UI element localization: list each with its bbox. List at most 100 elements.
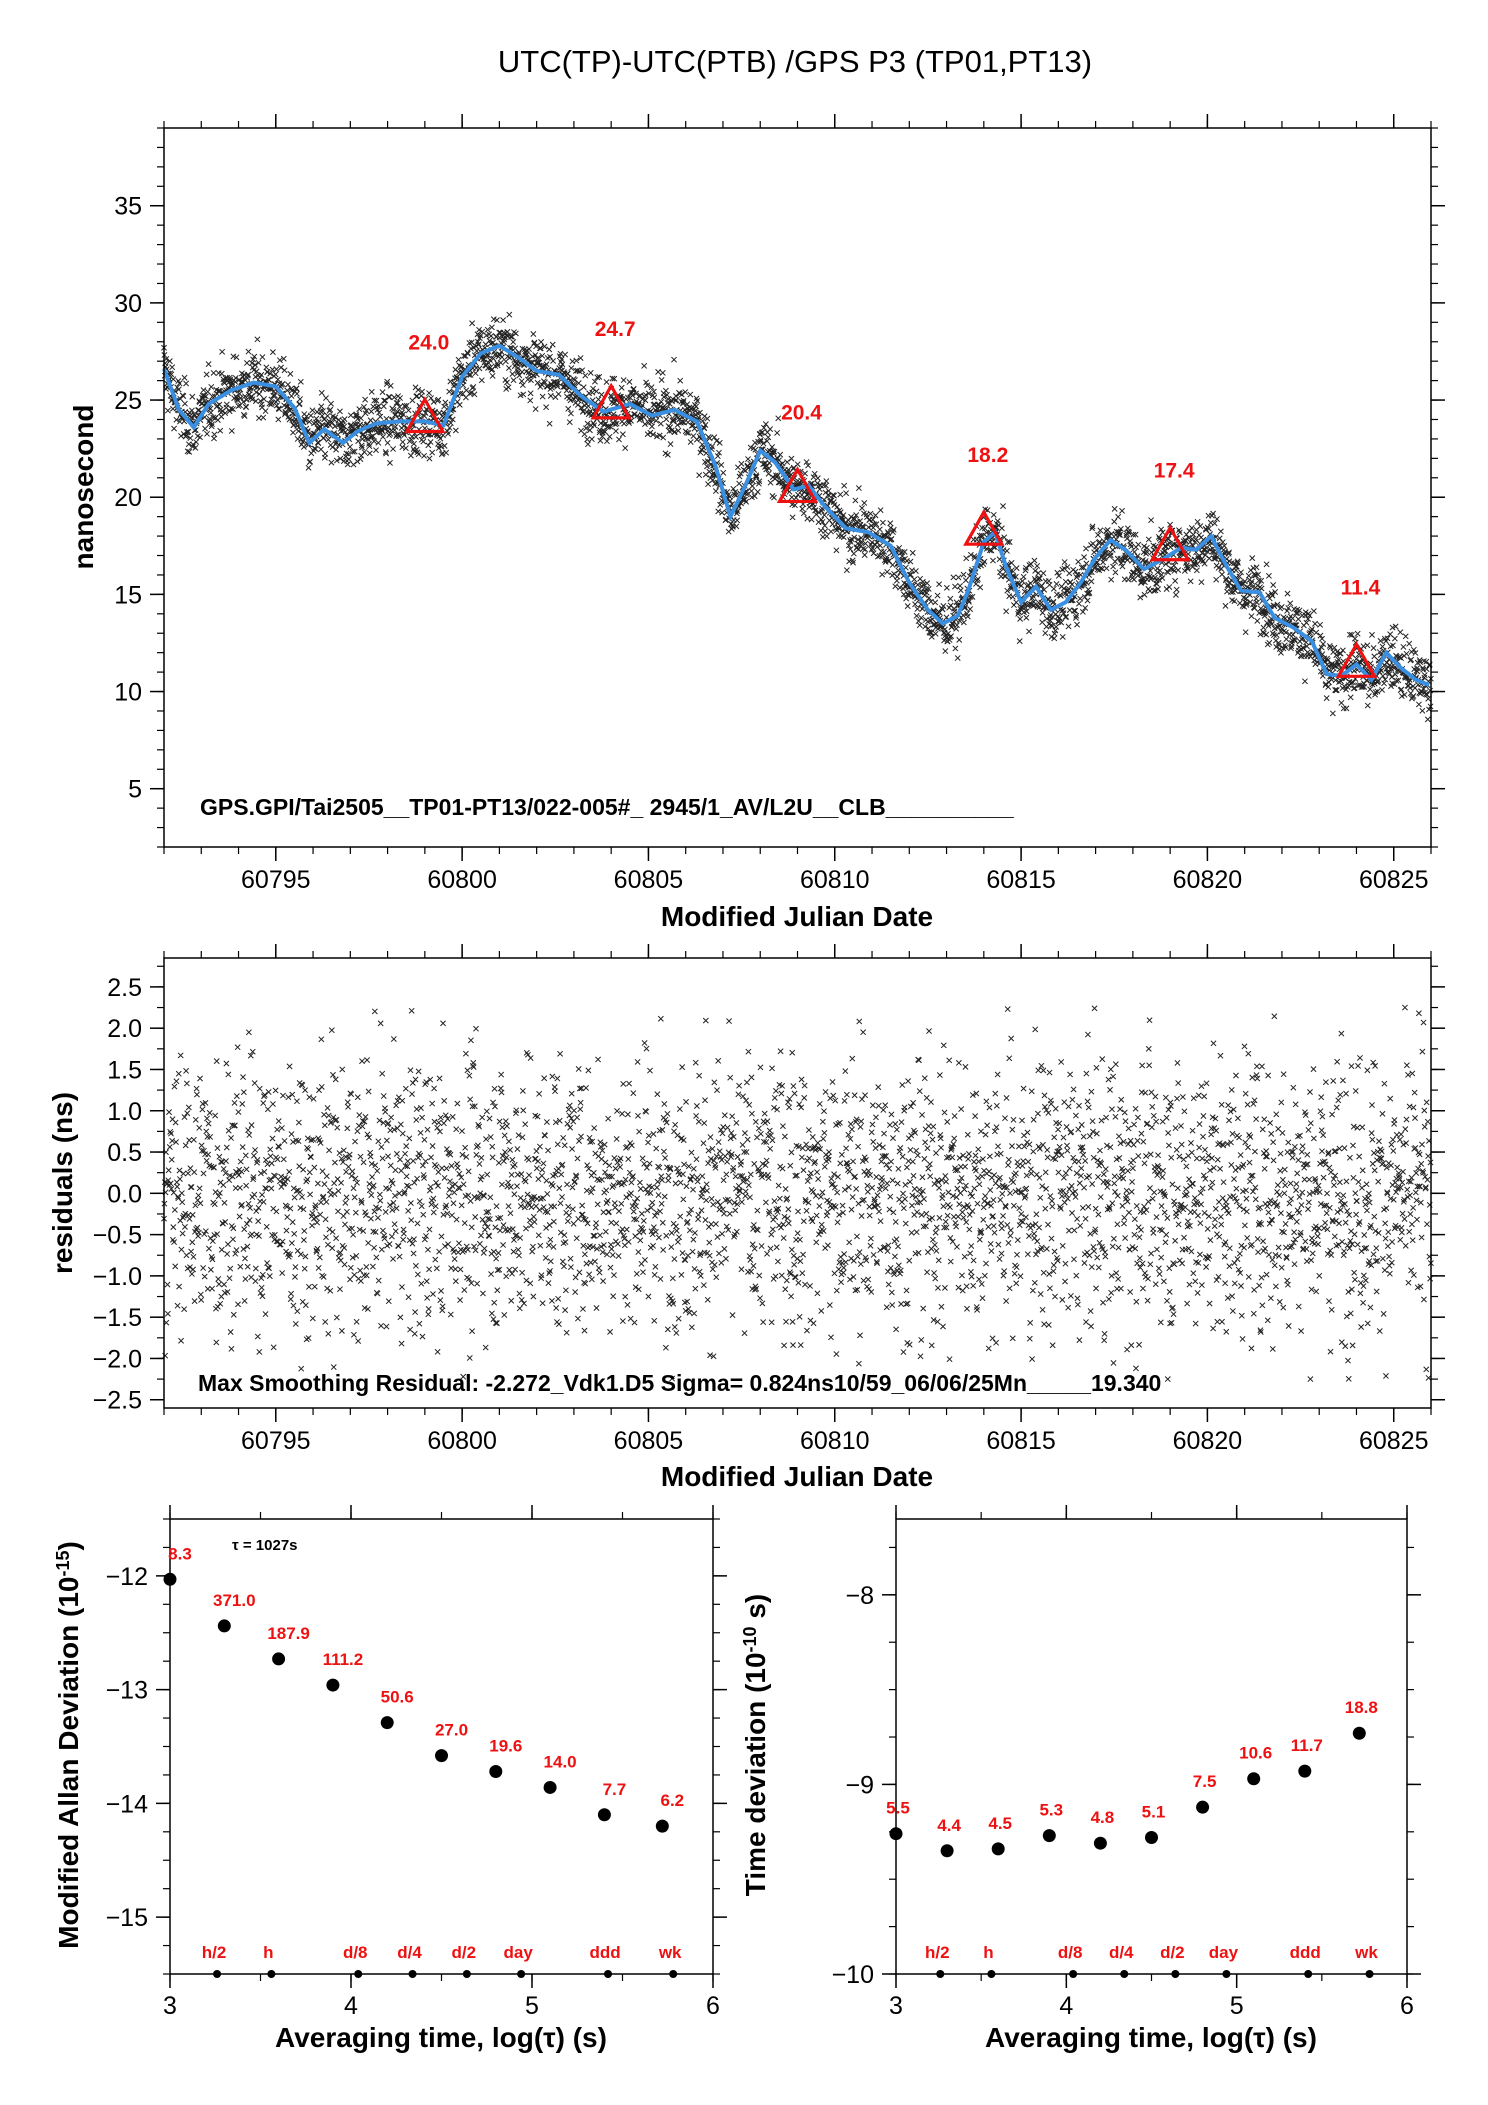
y-tick-label: 5 [128,776,142,804]
raw-point [668,427,675,434]
raw-point [357,421,364,428]
raw-point [769,444,776,450]
raw-point [371,438,378,445]
raw-point [591,422,598,429]
raw-point [452,427,459,434]
raw-point [543,404,550,411]
raw-point [565,405,572,412]
raw-point [390,446,396,452]
raw-point [362,396,369,403]
raw-point [912,568,919,574]
raw-point [263,364,270,371]
raw-point [855,485,862,492]
raw-point [745,456,751,462]
raw-point [911,576,918,583]
raw-point [760,424,767,431]
raw-point [183,380,190,387]
raw-point [428,395,434,402]
raw-point [203,371,210,378]
raw-point [468,389,475,396]
raw-point [585,441,591,448]
raw-point [934,592,941,599]
raw-point [592,378,598,385]
raw-point [442,399,449,406]
raw-point [539,393,546,400]
raw-point [637,392,644,399]
raw-point [876,526,883,533]
raw-point [253,389,260,396]
raw-point [595,396,602,403]
raw-point [618,384,625,391]
raw-point [393,399,400,406]
offset-panel: 24.024.720.418.217.411.4 60795 60800 60805… [68,114,1445,932]
y-tick-label: 10 [114,679,142,707]
raw-point [279,381,286,387]
raw-point [625,418,632,425]
raw-point [166,358,173,365]
raw-point [816,509,822,516]
raw-point [209,421,216,428]
raw-point [562,351,569,358]
raw-point [180,393,187,400]
raw-point [603,379,610,385]
raw-point [820,482,827,489]
raw-point [610,400,617,407]
raw-point [630,385,637,392]
raw-point [293,390,300,397]
raw-point [484,326,491,333]
raw-point [276,406,283,413]
raw-point [833,547,840,554]
raw-point [641,421,648,428]
raw-point [273,366,280,373]
raw-point [767,479,774,486]
raw-point [328,459,335,466]
raw-point [394,400,401,406]
raw-point [764,438,770,445]
raw-point [912,601,919,608]
raw-point [890,526,897,533]
raw-point [580,408,587,415]
raw-point [474,331,481,338]
raw-point [282,408,289,415]
raw-point [889,562,896,568]
raw-point [526,346,533,353]
raw-point [293,385,300,392]
raw-point [596,373,603,380]
raw-point [905,591,912,598]
raw-point [754,488,761,495]
raw-point [651,394,658,401]
x-tick-label: 60825 [1359,866,1429,894]
raw-point [923,589,930,596]
raw-point [574,401,581,408]
raw-point [755,438,762,445]
raw-point [332,414,339,421]
raw-point [884,529,891,536]
raw-point [447,378,454,385]
raw-point [947,595,954,602]
raw-point [960,571,967,578]
raw-point [430,398,437,405]
raw-point [879,519,886,526]
raw-point [765,470,772,477]
raw-point [297,378,304,385]
raw-point [319,412,326,419]
raw-point [762,421,769,428]
raw-point [650,388,657,395]
raw-point [383,450,390,457]
raw-point [541,343,548,350]
raw-point [909,549,916,556]
y-tick-label: 15 [114,581,142,609]
raw-point [323,395,329,402]
raw-point [655,368,662,375]
raw-point [751,493,758,500]
raw-point [777,451,784,458]
raw-point [384,439,391,446]
raw-point [850,550,857,557]
raw-point [257,398,264,404]
raw-point [518,378,525,385]
raw-point [385,394,392,400]
chart-title: UTC(TP)-UTC(PTB) /GPS P3 (TP01,PT13) [498,44,1092,79]
raw-point [477,332,484,339]
raw-point [314,409,321,415]
raw-point [756,478,763,485]
